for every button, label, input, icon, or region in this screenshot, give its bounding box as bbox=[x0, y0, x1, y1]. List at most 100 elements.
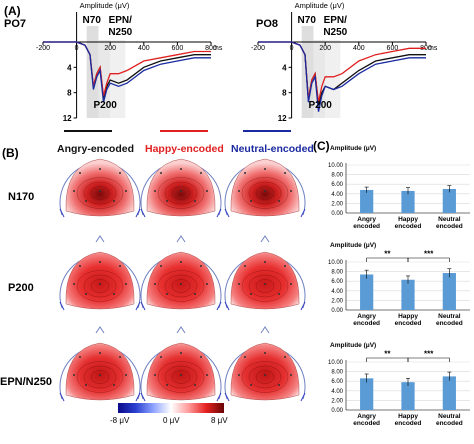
y-tick-label: 4.00 bbox=[331, 289, 343, 295]
contour bbox=[248, 274, 282, 298]
x-tick-label: 200 bbox=[319, 45, 331, 52]
panel-label-b: (B) bbox=[2, 146, 19, 160]
electrode bbox=[99, 168, 101, 170]
legend-line-happy bbox=[160, 130, 208, 132]
side-mark bbox=[216, 392, 222, 402]
category-label: Neutral bbox=[438, 313, 461, 320]
contour bbox=[241, 361, 289, 393]
y-tick-label: 0.00 bbox=[331, 308, 343, 314]
category-label: Angry bbox=[357, 313, 376, 320]
electrode bbox=[113, 384, 115, 386]
electrode bbox=[99, 190, 101, 192]
y-axis-label: Amplitude (μV) bbox=[80, 1, 130, 10]
x-tick-label: 400 bbox=[353, 45, 365, 52]
electrode bbox=[244, 172, 246, 174]
y-axis-label: Amplitude (μV) bbox=[330, 342, 376, 349]
electrode bbox=[160, 356, 162, 358]
electrode bbox=[290, 190, 292, 192]
contour bbox=[171, 279, 191, 293]
electrode bbox=[264, 261, 266, 263]
side-mark bbox=[140, 392, 146, 402]
electrode bbox=[238, 190, 240, 192]
contour bbox=[76, 177, 124, 209]
y-axis-label: Amplitude (μV) bbox=[330, 145, 376, 152]
side-mark bbox=[300, 301, 306, 311]
side-mark bbox=[224, 208, 230, 218]
x-tick-label: 0 bbox=[75, 45, 79, 52]
bar bbox=[442, 189, 456, 213]
electrode bbox=[125, 283, 127, 285]
window-n70 bbox=[86, 26, 99, 118]
y-tick-label: 10.00 bbox=[328, 260, 344, 266]
category-label: encoded bbox=[395, 320, 422, 327]
category-label: Happy bbox=[398, 313, 418, 320]
electrode bbox=[244, 356, 246, 358]
electrode bbox=[113, 200, 115, 202]
electrode bbox=[166, 384, 168, 386]
y-tick-label: 2.00 bbox=[331, 201, 343, 207]
bar-chart-0: Amplitude (μV) 0.00 2.00 4.00 6.00 8.00 10.00 A… bbox=[328, 145, 470, 230]
x-tick-label: 0 bbox=[290, 45, 294, 52]
electrode bbox=[73, 190, 75, 192]
topo-field bbox=[230, 158, 300, 217]
electrode bbox=[200, 172, 202, 174]
electrode bbox=[244, 265, 246, 267]
electrode bbox=[154, 374, 156, 376]
side-mark bbox=[300, 392, 306, 402]
electrode bbox=[119, 265, 121, 267]
electrode bbox=[180, 374, 182, 376]
category-label: Happy bbox=[398, 413, 418, 420]
contour bbox=[241, 270, 289, 302]
color-scale-bar bbox=[118, 403, 224, 413]
side-mark bbox=[224, 392, 230, 402]
y-tick-label: 8 bbox=[282, 89, 287, 98]
component-label-n250: N250 bbox=[108, 27, 132, 38]
window-p200 bbox=[98, 40, 111, 118]
legend-line-neutral bbox=[243, 130, 291, 132]
electrode bbox=[180, 190, 182, 192]
category-label: encoded bbox=[395, 420, 422, 427]
electrode bbox=[264, 168, 266, 170]
category-label: encoded bbox=[436, 420, 463, 427]
topo-map-r1-c2 bbox=[224, 235, 306, 311]
nose bbox=[95, 235, 105, 243]
x-tick-label: 200 bbox=[104, 45, 116, 52]
contour bbox=[157, 361, 205, 393]
nose bbox=[176, 235, 186, 243]
electrode bbox=[284, 172, 286, 174]
electrode bbox=[99, 374, 101, 376]
component-label-n250: N250 bbox=[323, 27, 347, 38]
color-scale-max: 8 μV bbox=[211, 416, 228, 425]
contour bbox=[241, 177, 289, 209]
y-tick-label: 8.00 bbox=[331, 370, 343, 376]
topo-maps bbox=[59, 158, 306, 402]
legend-label-neutral: Neutral-encoded bbox=[231, 143, 314, 155]
electrode bbox=[250, 200, 252, 202]
y-tick-label: 8.00 bbox=[331, 173, 343, 179]
nose bbox=[260, 326, 270, 334]
channel-label-po7: PO7 bbox=[4, 18, 27, 30]
topo-field bbox=[146, 158, 216, 217]
y-tick-label: 0.00 bbox=[331, 211, 343, 217]
electrode bbox=[250, 384, 252, 386]
y-tick-label: 6.00 bbox=[331, 182, 343, 188]
contour bbox=[255, 186, 275, 200]
electrode bbox=[99, 352, 101, 354]
significance-label: ** bbox=[384, 250, 391, 259]
y-tick-label: 12 bbox=[63, 114, 72, 123]
erp-plots: Amplitude (μV)-200 0 200 400 600 800ms4812N70… bbox=[36, 1, 438, 123]
color-scale-mid: 0 μV bbox=[163, 416, 180, 425]
electrode bbox=[125, 374, 127, 376]
contour bbox=[164, 365, 198, 389]
electrode bbox=[160, 265, 162, 267]
y-tick-label: 10.00 bbox=[328, 163, 344, 169]
electrode bbox=[166, 200, 168, 202]
contour bbox=[90, 186, 110, 200]
contour bbox=[248, 365, 282, 389]
side-mark bbox=[140, 301, 146, 311]
electrode bbox=[206, 374, 208, 376]
electrode bbox=[180, 261, 182, 263]
contour bbox=[83, 365, 117, 389]
y-axis-label: Amplitude (μV) bbox=[330, 242, 376, 249]
